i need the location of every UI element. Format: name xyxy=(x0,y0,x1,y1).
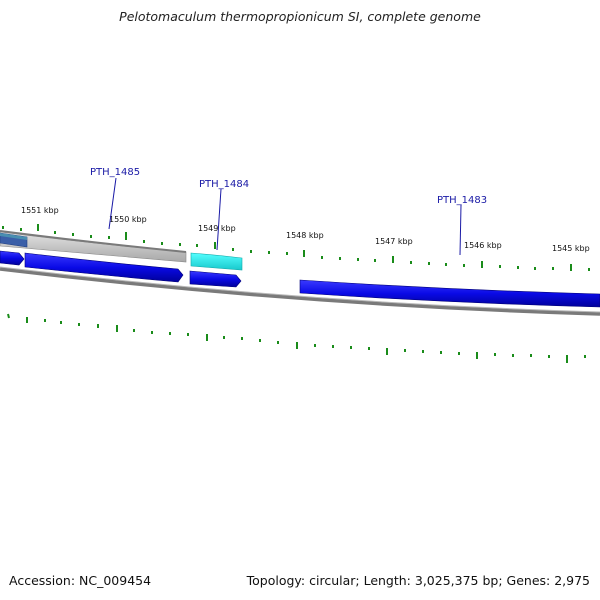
kbp-label: 1545 kbp xyxy=(552,244,590,253)
label-leader xyxy=(459,204,462,256)
genome-backbone-highlight xyxy=(0,266,600,313)
gene-pth-1483[interactable] xyxy=(299,279,600,308)
gene-pth-1484[interactable] xyxy=(190,252,243,271)
gene-pth-1485[interactable] xyxy=(24,252,184,283)
gene-arrow[interactable] xyxy=(189,270,242,288)
gene-fragment-highlight xyxy=(0,233,27,240)
outer-tick-scale xyxy=(2,224,590,271)
genome-title: Pelotomaculum thermopropionicum SI, comp… xyxy=(119,9,481,24)
kbp-label: 1547 kbp xyxy=(375,237,413,246)
kbp-label: 1550 kbp xyxy=(109,215,147,224)
label-leader xyxy=(108,177,117,230)
kbp-labels: 1551 kbp 1550 kbp 1549 kbp 1548 kbp 1547… xyxy=(21,206,590,253)
genome-backbone xyxy=(0,267,600,316)
kbp-label: 1548 kbp xyxy=(286,231,324,240)
kbp-label: 1549 kbp xyxy=(198,224,236,233)
kbp-label: 1551 kbp xyxy=(21,206,59,215)
genome-summary: Topology: circular; Length: 3,025,375 bp… xyxy=(246,573,590,588)
tick xyxy=(7,313,10,319)
inner-tick-scale xyxy=(7,313,586,363)
pseudo-gene-edge xyxy=(0,230,187,253)
label-leader xyxy=(216,188,222,251)
gene-label-pth-1484[interactable]: PTH_1484 xyxy=(199,179,249,190)
gene-arrow[interactable] xyxy=(0,250,25,266)
gene-label-pth-1485[interactable]: PTH_1485 xyxy=(90,167,140,178)
kbp-label: 1546 kbp xyxy=(464,241,502,250)
gene-label-pth-1483[interactable]: PTH_1483 xyxy=(437,195,487,206)
accession-text: Accession: NC_009454 xyxy=(9,573,152,588)
